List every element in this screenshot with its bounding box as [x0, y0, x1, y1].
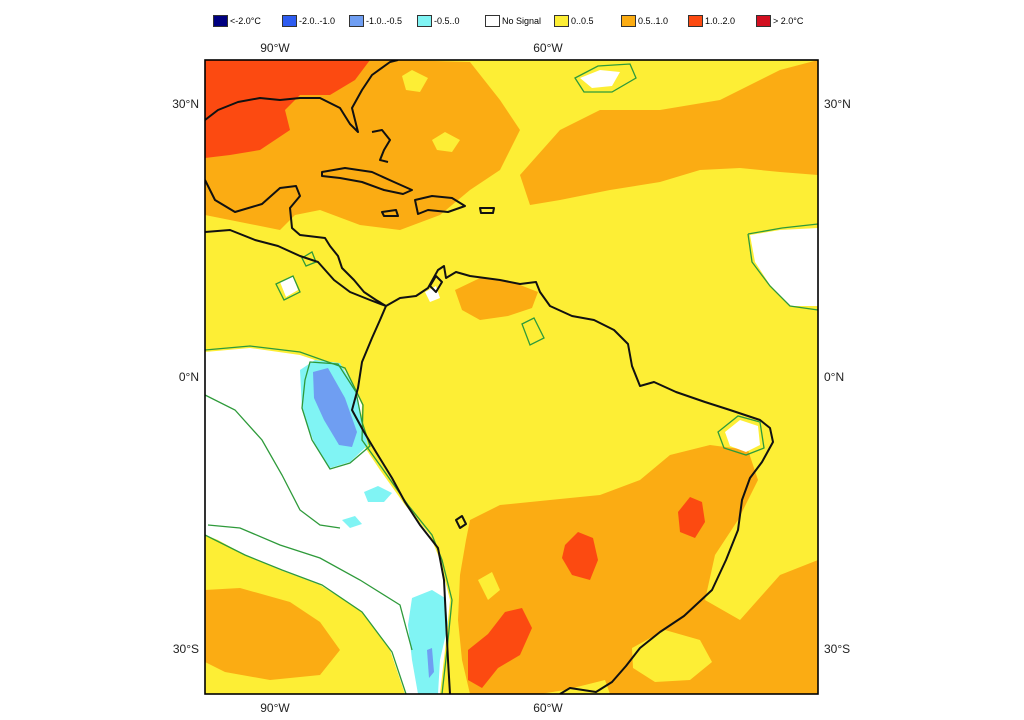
- anomaly-region: [364, 486, 392, 502]
- anomaly-region: [408, 590, 448, 694]
- anomaly-region: [402, 70, 428, 92]
- significance-contour: [275, 275, 301, 301]
- significance-contour: [207, 524, 413, 651]
- anomaly-region: [313, 368, 357, 447]
- lat-label-right: 30°S: [824, 642, 850, 656]
- anomaly-region: [280, 276, 298, 297]
- coastline-north-america: [205, 229, 387, 307]
- lon-label-top: 90°W: [260, 41, 290, 55]
- legend-swatch: [688, 15, 703, 27]
- significance-contour: [301, 361, 371, 470]
- lat-label-left: 0°N: [179, 370, 199, 384]
- anomaly-region: [562, 532, 598, 580]
- anomaly-region: [468, 608, 532, 688]
- legend-label: 0..0.5: [571, 16, 594, 26]
- legend-item: > 2.0°C: [756, 14, 803, 28]
- legend-item: No Signal: [485, 14, 541, 28]
- map-frame: [204, 59, 819, 695]
- coastline-hispaniola: [414, 195, 466, 215]
- anomaly-region: [478, 572, 500, 600]
- anomaly-region: [427, 648, 434, 678]
- legend-item: 0.5..1.0: [621, 14, 668, 28]
- coastlines: [205, 60, 774, 694]
- legend-label: 0.5..1.0: [638, 16, 669, 26]
- legend-label: -2.0..-1.0: [299, 16, 336, 26]
- legend-label: > 2.0°C: [773, 16, 804, 26]
- legend-label: 1.0..2.0: [705, 16, 736, 26]
- legend-swatch: [349, 15, 364, 27]
- lat-label-left: 30°S: [173, 642, 199, 656]
- coastline-north-america: [205, 179, 387, 307]
- lon-label-bottom: 90°W: [260, 701, 290, 715]
- significance-contour: [574, 63, 637, 93]
- coastline-bahamas: [371, 129, 391, 163]
- axis-labels: 90°W 60°W 90°W 60°W 30°N 0°N 30°S 30°N 0…: [172, 41, 851, 715]
- legend-swatch: [554, 15, 569, 27]
- legend-swatch: [213, 15, 228, 27]
- significance-contour: [205, 534, 407, 694]
- anomaly-region: [678, 497, 705, 538]
- significance-contour: [747, 223, 818, 235]
- lon-label-top: 60°W: [533, 41, 563, 55]
- anomaly-region: [342, 516, 362, 528]
- anomaly-region: [725, 420, 760, 452]
- legend-item: -0.5..0: [417, 14, 460, 28]
- legend-label: No Signal: [502, 16, 542, 26]
- legend-swatch: [417, 15, 432, 27]
- legend-label: <-2.0°C: [230, 16, 261, 26]
- legend-label: -1.0..-0.5: [366, 16, 403, 26]
- lat-label-right: 0°N: [824, 370, 844, 384]
- legend-item: 0..0.5: [554, 14, 594, 28]
- legend-swatch: [621, 15, 636, 27]
- legend-label: -0.5..0: [434, 16, 460, 26]
- anomaly-region: [580, 70, 620, 88]
- legend-item: <-2.0°C: [213, 14, 261, 28]
- lat-label-left: 30°N: [172, 97, 199, 111]
- legend-swatch: [282, 15, 297, 27]
- anomaly-region: [205, 60, 370, 158]
- coastline-south-america: [351, 305, 451, 694]
- coastline-jamaica: [381, 209, 399, 217]
- significance-contour: [717, 415, 765, 456]
- coastline-maracaibo: [429, 275, 443, 293]
- legend-item: -1.0..-0.5: [349, 14, 402, 28]
- significance-contours: [205, 63, 818, 694]
- anomaly-region: [632, 630, 712, 682]
- coastline-gulf: [205, 60, 399, 133]
- anomaly-region: [750, 228, 818, 306]
- significance-contour: [521, 317, 545, 346]
- legend-swatch: [756, 15, 771, 27]
- coastline-cuba: [321, 167, 413, 195]
- lat-label-right: 30°N: [824, 97, 851, 111]
- anomaly-region: [205, 588, 340, 680]
- lon-label-bottom: 60°W: [533, 701, 563, 715]
- anomaly-region: [205, 348, 450, 694]
- coastline-puerto-rico: [479, 207, 495, 214]
- legend-item: 1.0..2.0: [688, 14, 735, 28]
- legend: <-2.0°C -2.0..-1.0 -1.0..-0.5 -0.5..0 No…: [205, 12, 825, 30]
- significance-contour: [205, 345, 453, 694]
- significance-contour: [205, 394, 341, 529]
- significance-contour: [747, 233, 818, 311]
- coastline-south-america: [385, 265, 774, 694]
- legend-swatch: [485, 15, 500, 27]
- anomaly-region: [432, 132, 460, 152]
- anomaly-field: [205, 60, 818, 694]
- anomaly-region: [455, 278, 538, 320]
- anomaly-region: [458, 445, 818, 694]
- legend-item: -2.0..-1.0: [282, 14, 335, 28]
- coastline-titicaca: [455, 515, 467, 529]
- anomaly-region: [520, 60, 818, 205]
